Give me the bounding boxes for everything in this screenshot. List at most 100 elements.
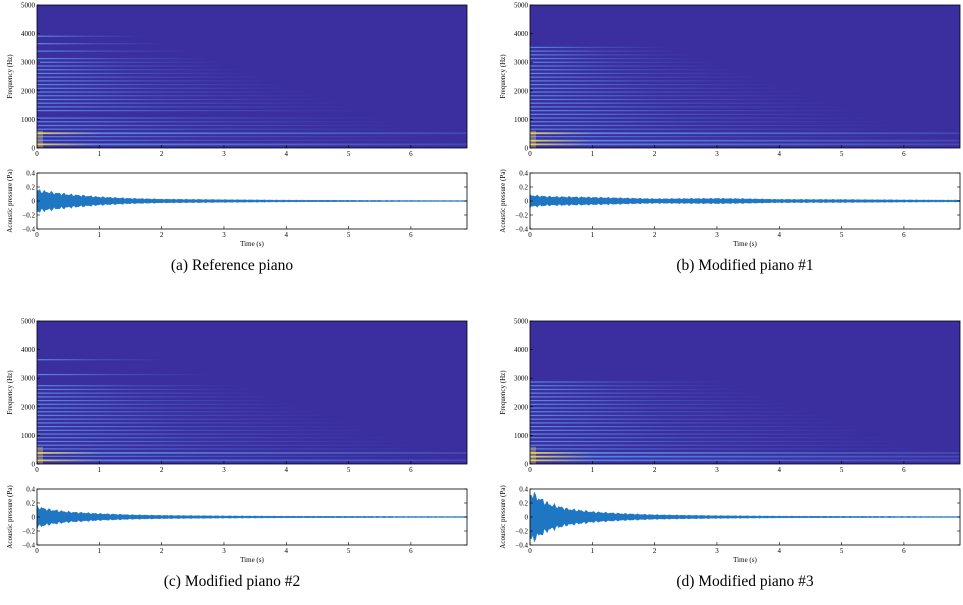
y-tick-label: 5000 xyxy=(514,2,529,10)
y-tick-label: 4000 xyxy=(514,30,529,38)
harmonic-band xyxy=(530,113,864,115)
x-tick-label: 3 xyxy=(715,150,719,158)
x-tick-label: 4 xyxy=(778,150,782,158)
harmonic-band xyxy=(37,440,403,443)
y-tick-label: −0.2 xyxy=(22,212,35,220)
y-tick-label: 0 xyxy=(32,514,36,522)
panel-c: 0 1 2 3 4 5 6 0 1000 2000 3000 4000 5000 Frequency (H… xyxy=(6,318,468,590)
harmonic-band xyxy=(530,65,724,67)
x-tick-label: 1 xyxy=(591,466,595,474)
x-tick-label: 6 xyxy=(409,150,413,158)
panel-d: 0 1 2 3 4 5 6 0 1000 2000 3000 4000 5000 Frequency (H… xyxy=(499,318,961,590)
spectrogram-ylabel: Frequency (Hz) xyxy=(499,54,507,99)
y-tick-label: 0 xyxy=(525,145,529,153)
harmonic-band xyxy=(530,61,713,63)
spectrogram-plot: 0 1 2 3 4 5 6 0 1000 2000 3000 4000 5000 Frequency (H… xyxy=(6,318,468,474)
y-tick-label: 3000 xyxy=(21,375,36,383)
y-tick-label: 0 xyxy=(525,514,529,522)
harmonic-band xyxy=(37,452,467,454)
harmonic-band xyxy=(37,392,263,394)
harmonic-band xyxy=(37,455,446,457)
harmonic-band xyxy=(530,80,767,82)
harmonic-band xyxy=(530,106,842,108)
harmonic-band xyxy=(37,50,188,52)
waveform-plot: 0 1 2 3 4 5 6 −0.4 −0.2 0 0.2 0.4 Time (s) Acoustic p… xyxy=(499,485,961,564)
x-tick-label: 2 xyxy=(653,547,657,555)
x-tick-label: 2 xyxy=(653,466,657,474)
harmonic-band xyxy=(530,407,799,409)
x-tick-label: 0 xyxy=(35,547,39,555)
harmonic-band xyxy=(37,61,220,63)
x-tick-label: 5 xyxy=(840,231,844,239)
y-tick-label: 0.4 xyxy=(26,170,35,178)
y-tick-label: −0.2 xyxy=(22,528,35,536)
x-tick-label: 5 xyxy=(347,547,351,555)
y-tick-label: 4000 xyxy=(21,30,36,38)
harmonic-band xyxy=(37,418,338,420)
waveform-ylabel: Acoustic pressure (Pa) xyxy=(499,485,507,549)
x-tick-label: 3 xyxy=(715,231,719,239)
y-tick-label: −0.2 xyxy=(515,528,528,536)
spectrogram-ylabel: Frequency (Hz) xyxy=(6,370,14,415)
spectrogram-ylabel: Frequency (Hz) xyxy=(499,370,507,415)
spectrogram-background xyxy=(37,321,467,464)
y-tick-label: −0.4 xyxy=(515,226,528,234)
harmonic-band xyxy=(530,411,810,413)
y-tick-label: 0.2 xyxy=(26,500,35,508)
x-tick-label: 0 xyxy=(528,466,532,474)
x-tick-label: 6 xyxy=(902,150,906,158)
harmonic-band xyxy=(37,106,349,108)
harmonic-band xyxy=(530,414,821,417)
harmonic-band xyxy=(37,132,467,135)
y-tick-label: 0.2 xyxy=(519,500,528,508)
harmonic-band xyxy=(530,403,788,405)
harmonic-band xyxy=(37,83,285,86)
harmonic-band xyxy=(37,121,392,123)
harmonic-band xyxy=(37,459,467,462)
waveform-ylabel: Acoustic pressure (Pa) xyxy=(499,169,507,233)
harmonic-band xyxy=(530,72,745,75)
harmonic-band xyxy=(37,388,252,391)
waveform-xlabel: Time (s) xyxy=(240,556,264,564)
onset-glow xyxy=(530,446,536,464)
x-tick-label: 3 xyxy=(222,466,226,474)
x-tick-label: 4 xyxy=(778,547,782,555)
harmonic-band xyxy=(37,124,403,127)
harmonic-band xyxy=(530,418,831,420)
y-tick-label: 2000 xyxy=(21,87,36,95)
harmonic-band xyxy=(37,373,209,376)
waveform-ylabel: Acoustic pressure (Pa) xyxy=(6,485,14,549)
subfigure-caption: (c) Modified piano #2 xyxy=(164,573,300,590)
harmonic-band xyxy=(530,426,853,428)
harmonic-band xyxy=(37,411,317,413)
harmonic-band xyxy=(37,433,381,435)
harmonic-band xyxy=(37,385,242,387)
harmonic-band xyxy=(530,83,778,86)
harmonic-band xyxy=(530,396,767,398)
y-tick-label: 1000 xyxy=(21,116,36,124)
spectrogram-frame xyxy=(529,4,961,149)
y-tick-label: 1000 xyxy=(514,116,529,124)
x-tick-label: 4 xyxy=(778,231,782,239)
waveform-plot: 0 1 2 3 4 5 6 −0.4 −0.2 0 0.2 0.4 Time (s) Acoustic p… xyxy=(6,485,468,564)
harmonic-band xyxy=(530,444,907,446)
harmonic-band xyxy=(530,124,896,127)
x-tick-label: 3 xyxy=(715,466,719,474)
x-tick-label: 1 xyxy=(98,231,102,239)
harmonic-band xyxy=(37,43,166,45)
onset-glow xyxy=(530,130,536,148)
spectrogram-frame xyxy=(529,320,961,465)
waveform-plot: 0 1 2 3 4 5 6 −0.4 −0.2 0 0.2 0.4 Time (s) Acoustic p… xyxy=(499,169,961,248)
harmonic-band xyxy=(37,407,306,409)
onset-glow xyxy=(37,130,43,148)
harmonic-band xyxy=(530,136,928,138)
y-tick-label: −0.4 xyxy=(515,542,528,550)
harmonic-band xyxy=(530,422,842,424)
harmonic-band xyxy=(530,440,896,443)
harmonic-band xyxy=(530,95,810,97)
harmonic-band xyxy=(530,69,735,71)
x-tick-label: 6 xyxy=(902,231,906,239)
harmonic-band xyxy=(37,422,349,424)
x-tick-label: 6 xyxy=(409,231,413,239)
